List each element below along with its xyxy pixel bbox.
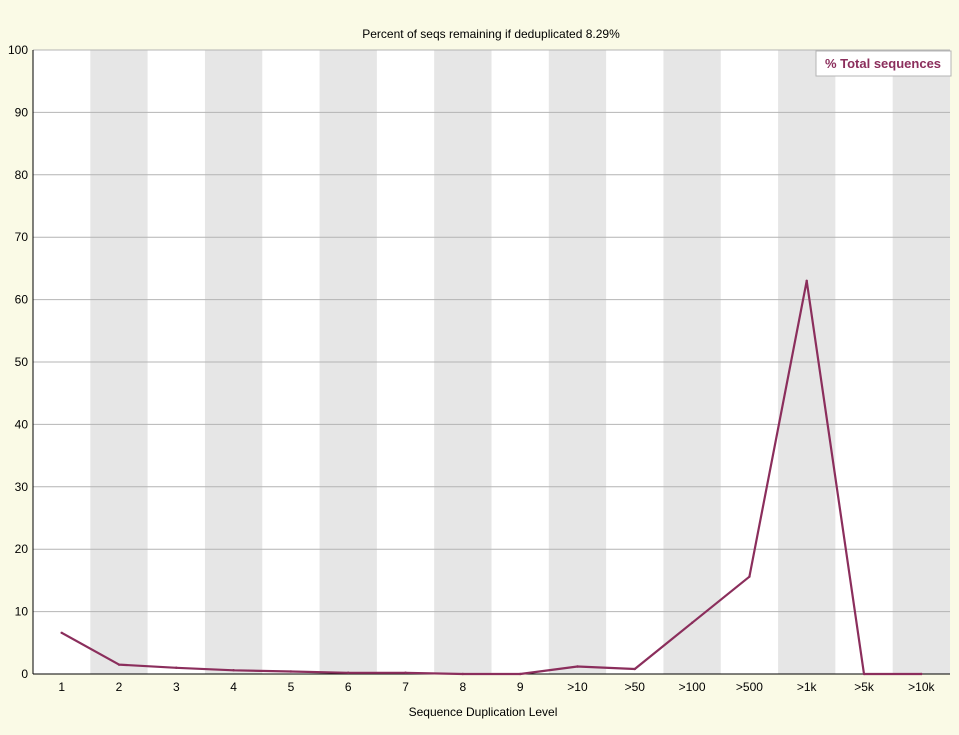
y-tick-label: 100 (8, 43, 28, 57)
data-point (518, 672, 522, 676)
series-group (60, 279, 923, 676)
y-tick-label: 0 (21, 667, 28, 681)
x-tick-label: 9 (517, 680, 524, 694)
data-point (748, 575, 751, 578)
data-point (862, 672, 866, 676)
data-point (920, 672, 923, 676)
data-point (232, 669, 235, 672)
x-tick-label: >10k (908, 680, 935, 694)
x-tick-label: 6 (345, 680, 352, 694)
legend-box (815, 50, 952, 77)
x-tick-label: >1k (797, 680, 818, 694)
series-line (61, 279, 922, 676)
data-point (690, 621, 694, 625)
y-tick-label: 90 (15, 105, 29, 119)
data-point (117, 663, 121, 666)
x-axis-label: Sequence Duplication Level (409, 705, 558, 719)
y-tick-labels: 0 10 20 30 40 50 60 70 80 90 100 (8, 43, 28, 681)
y-tick-label: 80 (15, 168, 29, 182)
y-tick-label: 40 (15, 417, 29, 431)
x-tick-label: >100 (679, 680, 706, 694)
x-tick-label: 8 (460, 680, 467, 694)
y-tick-label: 70 (15, 230, 29, 244)
data-point (633, 667, 636, 671)
y-tick-label: 60 (15, 293, 29, 307)
x-tick-label: >5k (854, 680, 875, 694)
legend: % Total sequences (815, 50, 952, 77)
legend-entry-total-sequences: % Total sequences (825, 56, 941, 71)
data-point (60, 631, 63, 635)
x-tick-label: 5 (288, 680, 295, 694)
y-tick-label: 20 (15, 542, 29, 556)
data-point (289, 670, 293, 673)
chart-title: Percent of seqs remaining if deduplicate… (362, 27, 620, 41)
data-point (805, 279, 808, 283)
data-point (347, 671, 350, 674)
data-point (576, 665, 579, 668)
x-tick-label: 4 (230, 680, 237, 694)
y-tick-label: 30 (15, 480, 29, 494)
x-tick-label: 3 (173, 680, 180, 694)
x-tick-labels: 1 2 3 4 5 6 7 8 9 >10 >50 >100 >500 >1k >5k >10k (58, 680, 935, 694)
y-tick-label: 10 (15, 605, 29, 619)
x-tick-label: >10 (567, 680, 588, 694)
x-tick-label: 7 (402, 680, 409, 694)
y-tick-label: 50 (15, 355, 29, 369)
x-tick-label: >500 (736, 680, 763, 694)
x-tick-label: 2 (116, 680, 123, 694)
x-tick-label: >50 (625, 680, 646, 694)
data-point (175, 666, 178, 669)
data-point (404, 671, 407, 674)
data-point (461, 672, 465, 676)
x-tick-label: 1 (58, 680, 65, 694)
gridlines (33, 49, 950, 613)
